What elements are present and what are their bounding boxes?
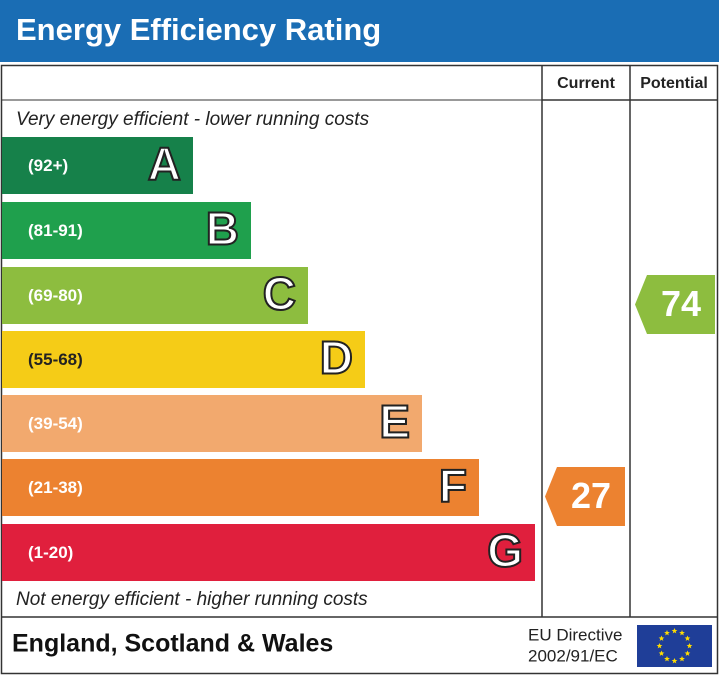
band-range: (21-38) bbox=[28, 478, 83, 497]
band-letter: C bbox=[263, 268, 296, 320]
band-letter: E bbox=[379, 396, 410, 448]
band-letter: B bbox=[206, 203, 239, 255]
eu-star bbox=[671, 658, 678, 664]
band-letter: D bbox=[320, 332, 353, 384]
column-header: Current bbox=[557, 75, 615, 92]
region: England, Scotland & Wales bbox=[12, 630, 333, 658]
rating-arrow bbox=[635, 275, 715, 334]
eu-star bbox=[679, 656, 685, 662]
band-range: (55-68) bbox=[28, 350, 83, 369]
band-range: (92+) bbox=[28, 156, 68, 175]
eu-star bbox=[686, 643, 693, 649]
eu-star bbox=[658, 650, 665, 656]
rating-value: 74 bbox=[661, 283, 701, 324]
band-range: (69-80) bbox=[28, 286, 83, 305]
band-bar bbox=[2, 395, 422, 452]
directive: 2002/91/EC bbox=[528, 646, 618, 665]
title-bar bbox=[0, 0, 719, 62]
band-range: (1-20) bbox=[28, 543, 73, 562]
band-bar bbox=[2, 459, 479, 516]
eu-star bbox=[664, 656, 670, 662]
band-letter: F bbox=[439, 460, 467, 512]
chart-title: Energy Efficiency Rating bbox=[16, 12, 381, 47]
frame bbox=[0, 64, 719, 675]
eu-star bbox=[684, 650, 691, 656]
eu-star bbox=[671, 628, 678, 634]
column-header: Potential bbox=[640, 75, 708, 92]
eu-star bbox=[664, 630, 670, 636]
eu-star bbox=[658, 635, 665, 641]
band-range: (39-54) bbox=[28, 414, 83, 433]
band-bar bbox=[2, 331, 365, 388]
band-letter: G bbox=[487, 525, 523, 577]
rating-value: 27 bbox=[571, 475, 611, 516]
directive: EU Directive bbox=[528, 625, 622, 644]
band-bar bbox=[2, 202, 251, 259]
eu-star bbox=[679, 630, 685, 636]
band-letter: A bbox=[148, 138, 181, 190]
bottom-note: Not energy efficient - higher running co… bbox=[16, 589, 368, 610]
band-bar bbox=[2, 524, 535, 581]
top-note: Very energy efficient - lower running co… bbox=[16, 109, 370, 130]
eu-star bbox=[656, 643, 663, 649]
band-bar bbox=[2, 137, 193, 194]
band-range: (81-91) bbox=[28, 221, 83, 240]
band-bar bbox=[2, 267, 308, 324]
rating-arrow bbox=[545, 467, 625, 526]
eu-star bbox=[684, 635, 691, 641]
